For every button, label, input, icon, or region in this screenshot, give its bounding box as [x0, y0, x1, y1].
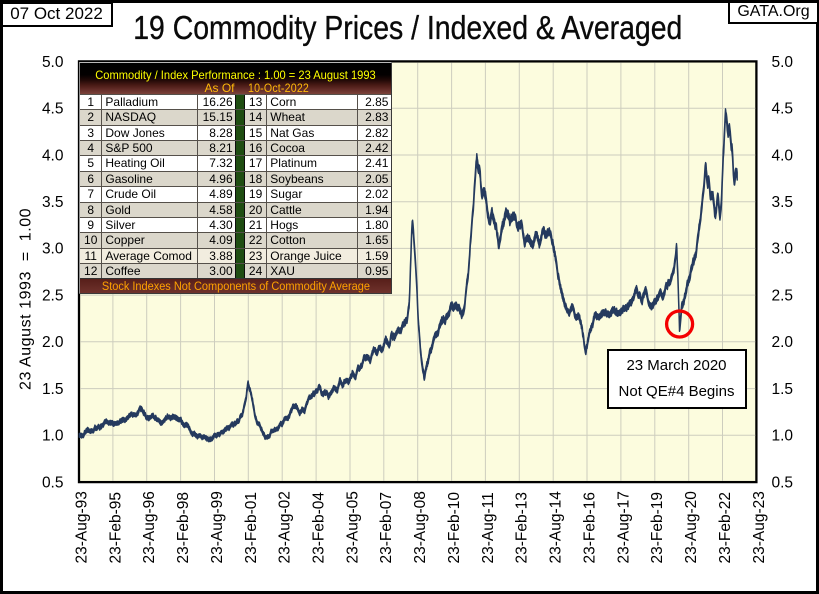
svg-text:23-Feb-22: 23-Feb-22	[717, 492, 734, 564]
svg-text:23-Feb-07: 23-Feb-07	[378, 492, 395, 564]
svg-text:23-Aug-02: 23-Aug-02	[277, 491, 294, 563]
svg-text:23-Aug-11: 23-Aug-11	[480, 492, 497, 563]
svg-text:2.5: 2.5	[42, 287, 64, 304]
svg-text:3.0: 3.0	[42, 241, 64, 258]
svg-text:3.5: 3.5	[42, 194, 64, 211]
svg-text:2.5: 2.5	[772, 287, 794, 304]
svg-text:2.0: 2.0	[772, 334, 794, 351]
svg-text:5.0: 5.0	[42, 54, 64, 71]
svg-text:23 August 1993 = 1.00: 23 August 1993 = 1.00	[18, 208, 35, 390]
svg-text:23-Feb-10: 23-Feb-10	[446, 492, 463, 564]
svg-text:23-Aug-96: 23-Aug-96	[141, 491, 158, 563]
svg-text:2.0: 2.0	[42, 334, 64, 351]
svg-text:23-Feb-04: 23-Feb-04	[311, 492, 328, 564]
svg-text:23-Aug-14: 23-Aug-14	[548, 491, 565, 564]
svg-text:23-Feb-16: 23-Feb-16	[581, 492, 598, 564]
svg-text:23-Aug-08: 23-Aug-08	[412, 491, 429, 563]
svg-text:23-Feb-01: 23-Feb-01	[243, 492, 260, 564]
svg-text:4.5: 4.5	[42, 101, 64, 118]
svg-text:4.0: 4.0	[42, 147, 64, 164]
svg-text:23-Feb-98: 23-Feb-98	[175, 492, 192, 564]
svg-text:23-Feb-95: 23-Feb-95	[107, 492, 124, 564]
svg-text:5.0: 5.0	[772, 54, 794, 71]
svg-text:1.0: 1.0	[772, 428, 794, 445]
svg-text:23-Aug-23: 23-Aug-23	[751, 491, 768, 563]
svg-text:4.0: 4.0	[772, 147, 794, 164]
svg-text:3.0: 3.0	[772, 241, 794, 258]
svg-text:23-Aug-17: 23-Aug-17	[615, 491, 632, 563]
svg-text:23-Aug-05: 23-Aug-05	[344, 491, 361, 563]
svg-text:23-Feb-19: 23-Feb-19	[649, 492, 666, 564]
svg-text:23-Aug-99: 23-Aug-99	[209, 491, 226, 563]
svg-text:0.5: 0.5	[42, 474, 64, 491]
svg-text:23-Aug-93: 23-Aug-93	[73, 491, 90, 563]
svg-text:1.5: 1.5	[772, 381, 794, 398]
svg-text:1.0: 1.0	[42, 428, 64, 445]
svg-text:4.5: 4.5	[772, 101, 794, 118]
svg-text:3.5: 3.5	[772, 194, 794, 211]
svg-text:23-Aug-20: 23-Aug-20	[683, 491, 700, 564]
svg-text:0.5: 0.5	[772, 474, 794, 491]
svg-text:23-Feb-13: 23-Feb-13	[514, 492, 531, 564]
svg-text:1.5: 1.5	[42, 381, 64, 398]
